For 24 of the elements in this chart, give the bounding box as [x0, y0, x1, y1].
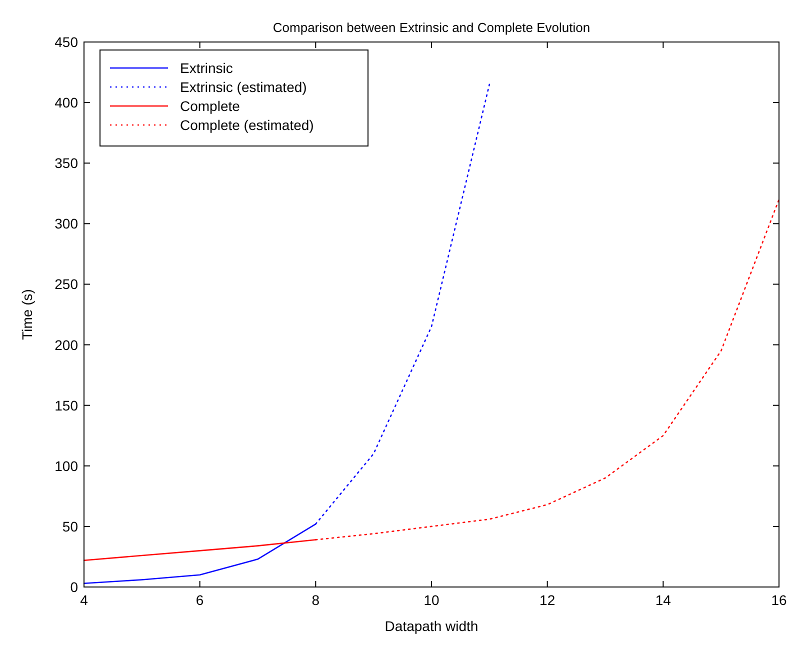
x-tick-label: 4: [80, 592, 88, 608]
legend-label: Extrinsic: [180, 60, 233, 76]
y-tick-label: 100: [54, 458, 78, 474]
x-tick-label: 14: [655, 592, 672, 608]
y-tick-label: 350: [54, 155, 78, 172]
y-tick-label: 50: [62, 518, 78, 534]
x-tick-label: 8: [312, 592, 320, 608]
y-tick-label: 150: [54, 397, 78, 414]
legend-label: Complete (estimated): [180, 117, 314, 133]
y-tick-label: 450: [54, 34, 78, 50]
x-tick-label: 6: [196, 592, 204, 608]
x-tick-label: 16: [771, 592, 787, 608]
chart-title: Comparison between Extrinsic and Complete Evolution: [272, 20, 590, 35]
x-tick-label: 12: [540, 592, 556, 608]
y-tick-label: 250: [54, 276, 78, 292]
x-axis-title: Datapath width: [384, 618, 478, 634]
legend-label: Complete: [180, 98, 240, 114]
y-tick-label: 400: [54, 94, 78, 111]
y-tick-label: 0: [70, 579, 78, 595]
x-tick-label: 10: [424, 592, 440, 608]
y-axis-title: Time (s): [19, 289, 35, 340]
y-tick-label: 300: [54, 216, 78, 232]
legend-label: Extrinsic (estimated): [180, 79, 307, 95]
y-tick-label: 200: [54, 336, 78, 353]
